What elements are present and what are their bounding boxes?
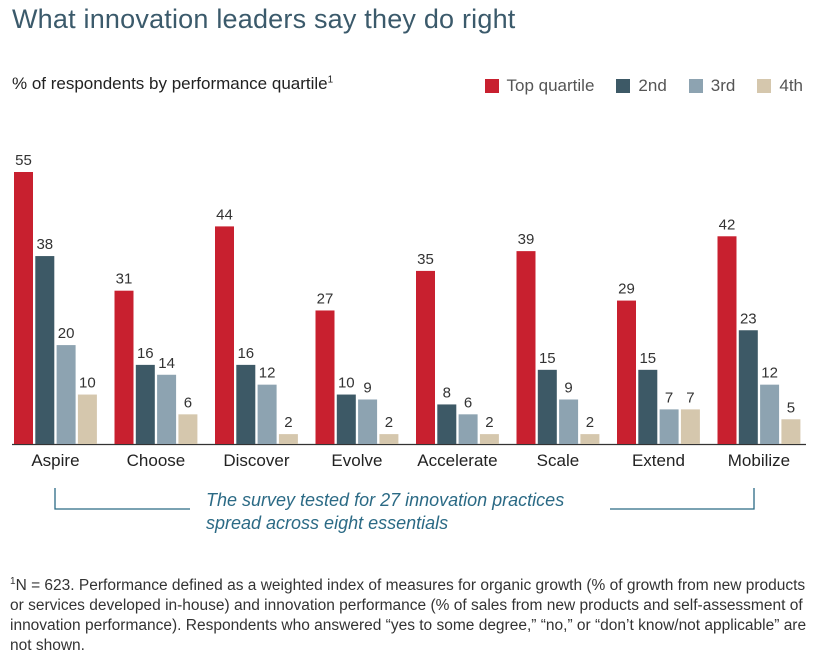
legend: Top quartile 2nd 3rd 4th <box>484 76 803 96</box>
category-label-extend: Extend <box>632 451 685 470</box>
bar-evolve-second <box>336 394 356 444</box>
data-label-extend-top: 29 <box>618 281 635 298</box>
data-label-extend-fourth: 7 <box>686 389 694 406</box>
bar-extend-top <box>617 300 636 444</box>
legend-item-top: Top quartile <box>484 76 595 96</box>
legend-swatch-top <box>484 79 499 93</box>
annotation-line-2: spread across eight essentials <box>206 513 449 533</box>
bar-scale-top <box>516 251 536 444</box>
bracket-left <box>54 488 190 510</box>
data-label-scale-fourth: 2 <box>586 414 594 431</box>
data-label-choose-top: 31 <box>116 271 133 288</box>
data-label-discover-top: 44 <box>216 206 233 223</box>
data-label-choose-second: 16 <box>137 345 154 362</box>
bar-aspire-second <box>35 256 55 444</box>
category-label-evolve: Evolve <box>331 451 382 470</box>
bracket-right <box>610 488 755 510</box>
bar-aspire-top <box>14 172 33 444</box>
bar-accelerate-second <box>437 404 457 444</box>
bar-extend-third <box>659 409 679 444</box>
bar-accelerate-fourth <box>479 434 499 444</box>
legend-label-second: 2nd <box>638 76 667 95</box>
data-label-mobilize-second: 23 <box>740 310 757 327</box>
legend-swatch-third <box>688 79 703 93</box>
data-label-evolve-third: 9 <box>363 379 371 396</box>
legend-label-top: Top quartile <box>506 76 595 95</box>
bar-chart: 55382010Aspire3116146Choose4416122Discov… <box>12 152 806 510</box>
bar-extend-second <box>638 369 658 444</box>
bar-discover-third <box>257 384 277 444</box>
bar-discover-fourth <box>278 434 298 444</box>
chart-subtitle: % of respondents by performance quartile… <box>12 74 333 94</box>
category-label-scale: Scale <box>537 451 580 470</box>
data-label-scale-third: 9 <box>564 379 572 396</box>
category-label-discover: Discover <box>223 451 289 470</box>
bar-mobilize-second <box>738 330 758 444</box>
data-label-discover-third: 12 <box>259 365 276 382</box>
category-label-aspire: Aspire <box>31 451 79 470</box>
bar-evolve-fourth <box>379 434 399 444</box>
legend-swatch-second <box>616 79 631 93</box>
data-label-scale-second: 15 <box>539 350 556 367</box>
bar-scale-third <box>559 399 579 444</box>
category-label-choose: Choose <box>127 451 186 470</box>
bar-discover-second <box>236 364 256 444</box>
footnote-text: N = 623. Performance defined as a weight… <box>10 577 807 655</box>
data-label-aspire-third: 20 <box>58 325 75 342</box>
bar-scale-fourth <box>580 434 600 444</box>
bar-evolve-top <box>315 310 335 444</box>
data-label-extend-second: 15 <box>639 350 656 367</box>
data-label-accelerate-second: 8 <box>443 384 451 401</box>
footnote: 1N = 623. Performance defined as a weigh… <box>10 572 810 656</box>
bracket-annotation: The survey tested for 27 innovation prac… <box>206 489 564 535</box>
bar-evolve-third <box>358 399 378 444</box>
bar-discover-top <box>215 226 234 444</box>
data-label-accelerate-third: 6 <box>464 394 472 411</box>
bar-accelerate-third <box>458 414 478 444</box>
data-label-evolve-top: 27 <box>317 290 334 307</box>
subtitle-text: % of respondents by performance quartile <box>12 74 328 93</box>
bar-choose-fourth <box>178 414 198 444</box>
bar-choose-third <box>157 374 177 444</box>
bar-mobilize-third <box>760 384 780 444</box>
category-label-accelerate: Accelerate <box>417 451 497 470</box>
bar-choose-second <box>135 364 155 444</box>
data-label-aspire-fourth: 10 <box>79 375 96 392</box>
data-label-mobilize-fourth: 5 <box>787 399 795 416</box>
data-label-extend-third: 7 <box>665 389 673 406</box>
legend-item-third: 3rd <box>688 76 736 96</box>
legend-label-fourth: 4th <box>779 76 803 95</box>
bar-scale-second <box>537 369 557 444</box>
bar-aspire-third <box>56 345 76 444</box>
bar-mobilize-top <box>717 236 737 444</box>
legend-label-third: 3rd <box>710 76 736 95</box>
bar-mobilize-fourth <box>781 419 801 444</box>
bar-accelerate-top <box>416 270 435 444</box>
subtitle-footnote-marker: 1 <box>327 74 334 86</box>
data-label-evolve-fourth: 2 <box>385 414 393 431</box>
bar-aspire-fourth <box>77 394 97 444</box>
data-label-discover-second: 16 <box>237 345 254 362</box>
data-label-mobilize-top: 42 <box>719 216 736 233</box>
bar-choose-top <box>114 290 134 444</box>
bar-extend-fourth <box>680 409 700 444</box>
annotation-line-1: The survey tested for 27 innovation prac… <box>206 490 565 510</box>
data-label-accelerate-top: 35 <box>417 251 434 268</box>
chart-title: What innovation leaders say they do righ… <box>12 4 516 34</box>
data-label-choose-third: 14 <box>158 355 175 372</box>
data-label-mobilize-third: 12 <box>761 365 778 382</box>
data-label-evolve-second: 10 <box>338 375 355 392</box>
data-label-aspire-second: 38 <box>36 236 53 253</box>
legend-item-second: 2nd <box>616 76 667 96</box>
footnote-marker: 1 <box>10 576 16 587</box>
data-label-discover-fourth: 2 <box>284 414 292 431</box>
category-label-mobilize: Mobilize <box>728 451 790 470</box>
data-label-choose-fourth: 6 <box>184 394 192 411</box>
legend-swatch-fourth <box>757 79 772 93</box>
data-label-aspire-top: 55 <box>15 152 32 169</box>
data-label-scale-top: 39 <box>518 231 535 248</box>
legend-item-fourth: 4th <box>757 76 803 96</box>
data-label-accelerate-fourth: 2 <box>485 414 493 431</box>
